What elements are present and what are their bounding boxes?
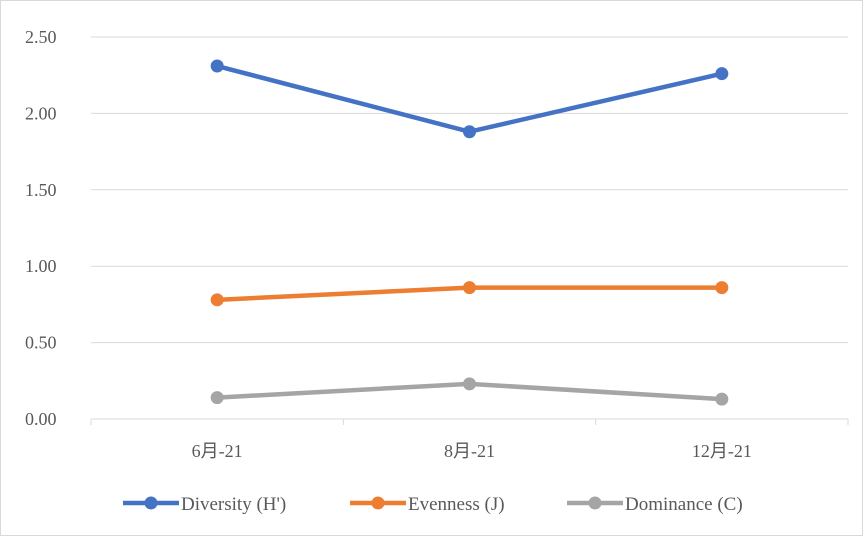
legend-swatch-marker (144, 496, 158, 510)
data-point (463, 377, 476, 391)
data-point (463, 281, 476, 295)
axes: 0.00 0.50 1.00 1.50 2.00 2.50 6月-21 8月-21 12月-21 (25, 27, 849, 461)
y-tick-label: 1.00 (25, 256, 57, 276)
legend-entry: Diversity (H') (123, 494, 286, 515)
x-tick-label: 6月-21 (192, 441, 243, 461)
y-tick-label: 0.00 (25, 409, 57, 429)
legend-label: Diversity (H') (181, 494, 286, 515)
data-point (715, 392, 729, 406)
data-point (210, 391, 224, 405)
series-1 (210, 281, 729, 307)
y-tick-label: 1.50 (25, 180, 57, 200)
data-point (715, 281, 729, 295)
data-point (210, 59, 224, 73)
legend-swatch-marker (588, 496, 602, 510)
x-tick-label: 12月-21 (692, 441, 752, 461)
legend-swatch-marker (371, 496, 385, 510)
x-tick-label: 8月-21 (444, 441, 495, 461)
legend: Diversity (H') Evenness (J) Dominance (C) (123, 494, 743, 515)
legend-label: Dominance (C) (625, 494, 743, 515)
legend-entry: Dominance (C) (567, 494, 743, 515)
y-tick-label: 2.00 (25, 103, 57, 123)
legend-label: Evenness (J) (408, 494, 505, 515)
y-tick-label: 2.50 (25, 27, 57, 47)
y-tick-label: 0.50 (25, 333, 57, 353)
data-point (715, 67, 729, 81)
gridlines (91, 36, 848, 344)
series-0 (210, 59, 729, 139)
series-2 (210, 377, 729, 406)
series-line (214, 63, 725, 134)
data-point (463, 125, 476, 139)
series-lines (210, 59, 729, 406)
legend-entry: Evenness (J) (350, 494, 505, 515)
data-point (210, 293, 224, 307)
